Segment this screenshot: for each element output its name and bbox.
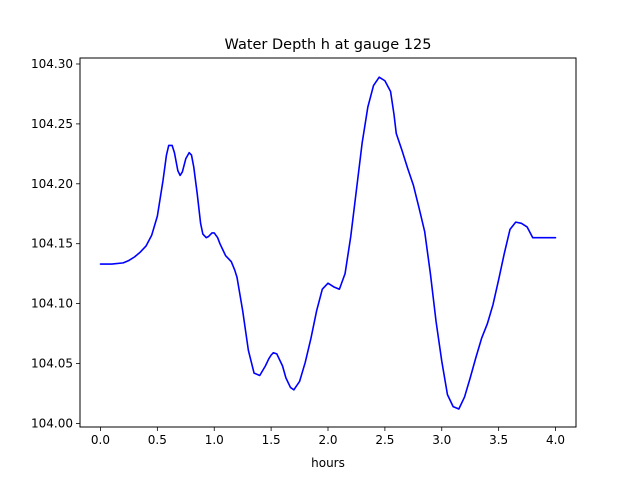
y-tick-label: 104.25 (31, 117, 73, 131)
x-tick-label: 1.0 (205, 433, 224, 447)
y-tick-label: 104.30 (31, 57, 73, 71)
x-tick-label: 3.5 (489, 433, 508, 447)
x-tick-label: 2.5 (375, 433, 394, 447)
x-tick-label: 3.0 (432, 433, 451, 447)
x-tick-label: 2.0 (318, 433, 337, 447)
x-tick-label: 1.5 (262, 433, 281, 447)
y-tick-label: 104.05 (31, 357, 73, 371)
y-tick-label: 104.20 (31, 177, 73, 191)
y-tick-label: 104.00 (31, 416, 73, 430)
x-tick-label: 4.0 (546, 433, 565, 447)
x-axis: 0.0 0.5 1.0 1.5 2.0 2.5 3.0 3.5 4.0 (91, 427, 565, 447)
x-axis-label: hours (311, 456, 345, 470)
x-tick-label: 0.0 (91, 433, 110, 447)
x-tick-label: 0.5 (148, 433, 167, 447)
chart-title: Water Depth h at gauge 125 (225, 37, 432, 53)
y-tick-label: 104.15 (31, 237, 73, 251)
y-axis: 104.00 104.05 104.10 104.15 104.20 104.25 104.… (31, 57, 80, 430)
series-line-0 (99, 76, 557, 410)
y-tick-label: 104.10 (31, 297, 73, 311)
